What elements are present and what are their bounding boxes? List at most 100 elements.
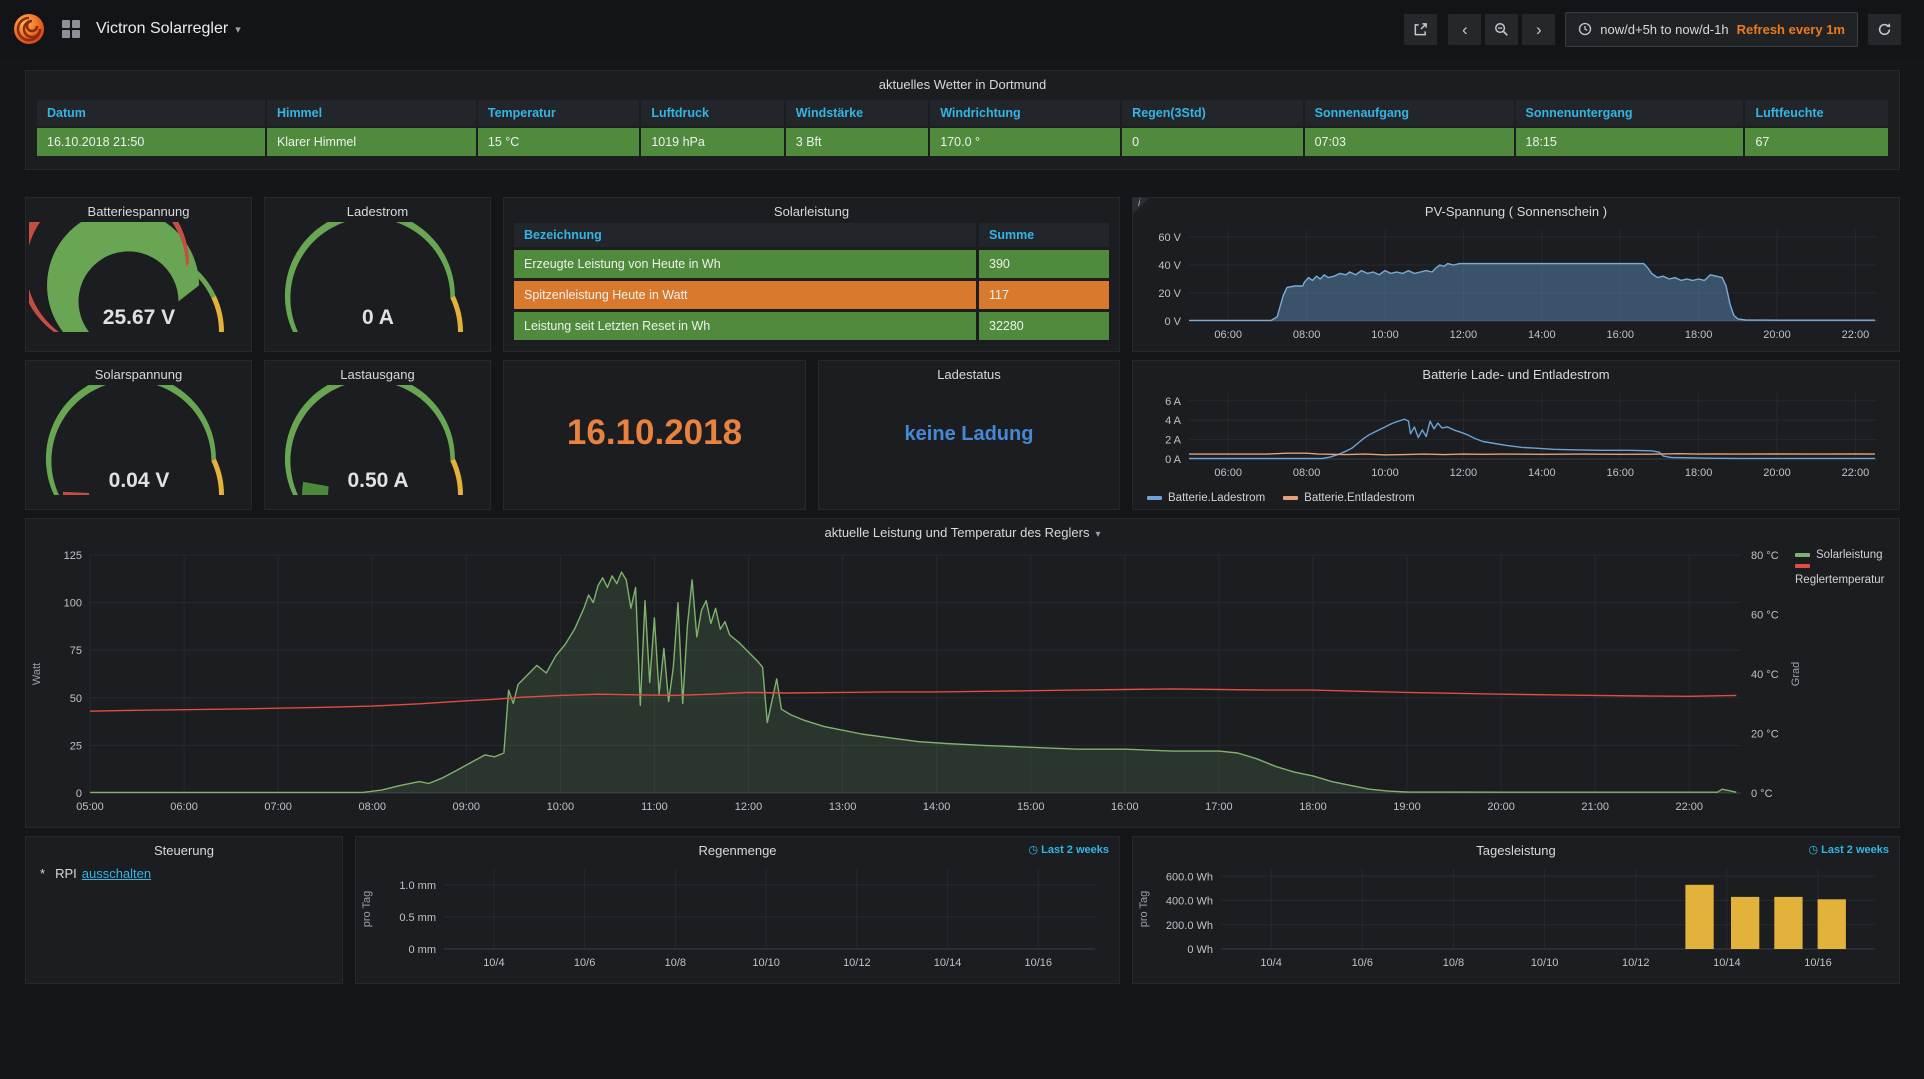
svg-text:pro Tag: pro Tag	[361, 891, 373, 928]
legend-label-solarleistung: Solarleistung	[1816, 549, 1882, 561]
magnifier-icon	[1494, 22, 1509, 37]
weather-cell-6: 0	[1122, 128, 1302, 156]
nav-bar: Victron Solarregler ▾ ‹	[0, 0, 1924, 58]
svg-text:19:00: 19:00	[1393, 801, 1421, 813]
legend-item-reglertemperatur[interactable]: Reglertemperatur	[1795, 564, 1895, 586]
svg-text:10/12: 10/12	[1622, 957, 1650, 969]
grafana-logo[interactable]	[10, 10, 48, 48]
legend-label-entladestrom: Batterie.Entladestrom	[1304, 492, 1415, 504]
gauge-solarspannung: 0.04 V	[26, 385, 251, 507]
gauge-svg-lastausgang: 0.50 A	[268, 385, 488, 503]
panel-title-ladestrom[interactable]: Ladestrom	[265, 198, 490, 221]
time-shift-forward-button[interactable]: ›	[1521, 13, 1556, 46]
time-shift-back-button[interactable]: ‹	[1447, 13, 1482, 46]
panel-title-solarleistung[interactable]: Solarleistung	[504, 198, 1119, 221]
panel-title-tagesleistung[interactable]: Tagesleistung	[1133, 837, 1899, 860]
svg-text:1.0 mm: 1.0 mm	[399, 880, 436, 892]
svg-text:20:00: 20:00	[1763, 467, 1791, 479]
chart-pv-spannung[interactable]: 06:0008:0010:0012:0014:0016:0018:0020:00…	[1133, 222, 1899, 347]
legend-item-solarleistung[interactable]: Solarleistung	[1795, 549, 1895, 561]
svg-text:18:00: 18:00	[1685, 467, 1713, 479]
legend-item-ladestrom[interactable]: Batterie.Ladestrom	[1147, 492, 1265, 504]
panel-title-solarspannung[interactable]: Solarspannung	[26, 361, 251, 384]
panel-title-weather[interactable]: aktuelles Wetter in Dortmund	[26, 71, 1899, 94]
panel-title-steuerung[interactable]: Steuerung	[26, 837, 342, 860]
svg-text:60 °C: 60 °C	[1751, 610, 1779, 622]
legend-item-entladestrom[interactable]: Batterie.Entladestrom	[1283, 492, 1415, 504]
time-range-button[interactable]: now/d+5h to now/d-1h Refresh every 1m	[1565, 12, 1858, 47]
gauge-svg-solarspannung: 0.04 V	[29, 385, 249, 503]
svg-text:12:00: 12:00	[1450, 329, 1478, 341]
chevron-right-icon: ›	[1536, 21, 1542, 38]
panel-title-regenmenge[interactable]: Regenmenge	[356, 837, 1119, 860]
svg-text:20 °C: 20 °C	[1751, 729, 1779, 741]
weather-col-header-7[interactable]: Sonnenaufgang	[1305, 100, 1514, 126]
panel-info-corner[interactable]: i	[1133, 198, 1149, 214]
svg-text:12:00: 12:00	[735, 801, 763, 813]
svg-text:0 A: 0 A	[1165, 454, 1182, 466]
weather-col-header-2[interactable]: Temperatur	[478, 100, 639, 126]
solarleistung-table: Bezeichnung Summe Erzeugte Leistung von …	[504, 221, 1119, 340]
time-override-text: Last 2 weeks	[1821, 844, 1889, 856]
svg-text:Watt: Watt	[31, 663, 43, 685]
weather-col-header-1[interactable]: Himmel	[267, 100, 476, 126]
panel-batterie-strom: Batterie Lade- und Entladestrom 06:0008:…	[1132, 360, 1900, 510]
refresh-icon	[1877, 22, 1892, 37]
chart-leistung-temperatur[interactable]: 05:0006:0007:0008:0009:0010:0011:0012:00…	[26, 543, 1899, 823]
zoom-out-button[interactable]	[1484, 13, 1519, 46]
refresh-button[interactable]	[1867, 13, 1902, 46]
svg-text:08:00: 08:00	[358, 801, 386, 813]
chart-regenmenge[interactable]: 10/410/610/810/1010/1210/1410/160 mm0.5 …	[356, 861, 1119, 979]
svg-text:0.5 mm: 0.5 mm	[399, 912, 436, 924]
weather-col-header-8[interactable]: Sonnenuntergang	[1516, 100, 1744, 126]
solarleistung-col-header[interactable]: Summe	[979, 223, 1109, 247]
weather-col-header-0[interactable]: Datum	[37, 100, 265, 126]
weather-col-header-6[interactable]: Regen(3Std)	[1122, 100, 1302, 126]
solarleistung-col-header[interactable]: Bezeichnung	[514, 223, 976, 247]
svg-text:0 mm: 0 mm	[409, 944, 437, 956]
panel-title-leistung-temperatur[interactable]: aktuelle Leistung und Temperatur des Reg…	[26, 519, 1899, 542]
panel-ladestatus: Ladestatus keine Ladung	[818, 360, 1120, 510]
gauge-svg-batteriespannung: 25.67 V	[29, 222, 249, 340]
svg-text:10/6: 10/6	[574, 957, 595, 969]
svg-text:10:00: 10:00	[1371, 467, 1399, 479]
svg-text:400.0 Wh: 400.0 Wh	[1166, 896, 1213, 908]
panel-title-pv-spannung[interactable]: PV-Spannung ( Sonnenschein )	[1133, 198, 1899, 221]
chart-tagesleistung[interactable]: 10/410/610/810/1010/1210/1410/160 Wh200.…	[1133, 861, 1899, 979]
time-shift-group: ‹ ›	[1447, 13, 1556, 46]
panel-title-batteriespannung[interactable]: Batteriespannung	[26, 198, 251, 221]
weather-cell-5: 170.0 °	[930, 128, 1120, 156]
weather-col-header-4[interactable]: Windstärke	[786, 100, 928, 126]
weather-col-header-9[interactable]: Luftfeuchte	[1745, 100, 1888, 126]
gauge-batteriespannung: 25.67 V	[26, 222, 251, 349]
svg-text:07:00: 07:00	[264, 801, 292, 813]
weather-header-row: DatumHimmelTemperaturLuftdruckWindstärke…	[37, 100, 1888, 126]
weather-data-row: 16.10.2018 21:50Klarer Himmel15 °C1019 h…	[37, 128, 1888, 156]
svg-text:09:00: 09:00	[453, 801, 481, 813]
svg-text:10/16: 10/16	[1804, 957, 1832, 969]
svg-text:06:00: 06:00	[170, 801, 198, 813]
panel-title-ladestatus[interactable]: Ladestatus	[819, 361, 1119, 384]
svg-text:10/12: 10/12	[843, 957, 871, 969]
weather-col-header-5[interactable]: Windrichtung	[930, 100, 1120, 126]
chart-batterie-strom[interactable]: 06:0008:0010:0012:0014:0016:0018:0020:00…	[1133, 385, 1899, 483]
svg-text:2 A: 2 A	[1165, 435, 1182, 447]
weather-col-header-3[interactable]: Luftdruck	[641, 100, 783, 126]
panel-weather: aktuelles Wetter in Dortmund DatumHimmel…	[25, 70, 1900, 170]
solarleistung-label: Erzeugte Leistung von Heute in Wh	[514, 250, 976, 278]
rpi-ausschalten-link[interactable]: ausschalten	[82, 866, 151, 881]
panel-title-batterie-strom[interactable]: Batterie Lade- und Entladestrom	[1133, 361, 1899, 384]
chart-canvas-main: 05:0006:0007:0008:0009:0010:0011:0012:00…	[26, 543, 1899, 823]
legend-color-entladestrom	[1283, 496, 1298, 500]
refresh-interval-text: Refresh every 1m	[1737, 22, 1845, 37]
svg-text:14:00: 14:00	[1528, 467, 1556, 479]
svg-text:10/10: 10/10	[1531, 957, 1559, 969]
svg-text:40 °C: 40 °C	[1751, 669, 1779, 681]
dashboard-title[interactable]: Victron Solarregler ▾	[96, 20, 241, 38]
main-chart-legend: Solarleistung Reglertemperatur	[1795, 549, 1895, 589]
svg-text:15:00: 15:00	[1017, 801, 1045, 813]
share-button[interactable]	[1403, 13, 1438, 46]
panel-title-lastausgang[interactable]: Lastausgang	[265, 361, 490, 384]
steuerung-content: *RPIausschalten	[26, 860, 342, 881]
dashboard-picker-icon[interactable]	[62, 20, 80, 38]
